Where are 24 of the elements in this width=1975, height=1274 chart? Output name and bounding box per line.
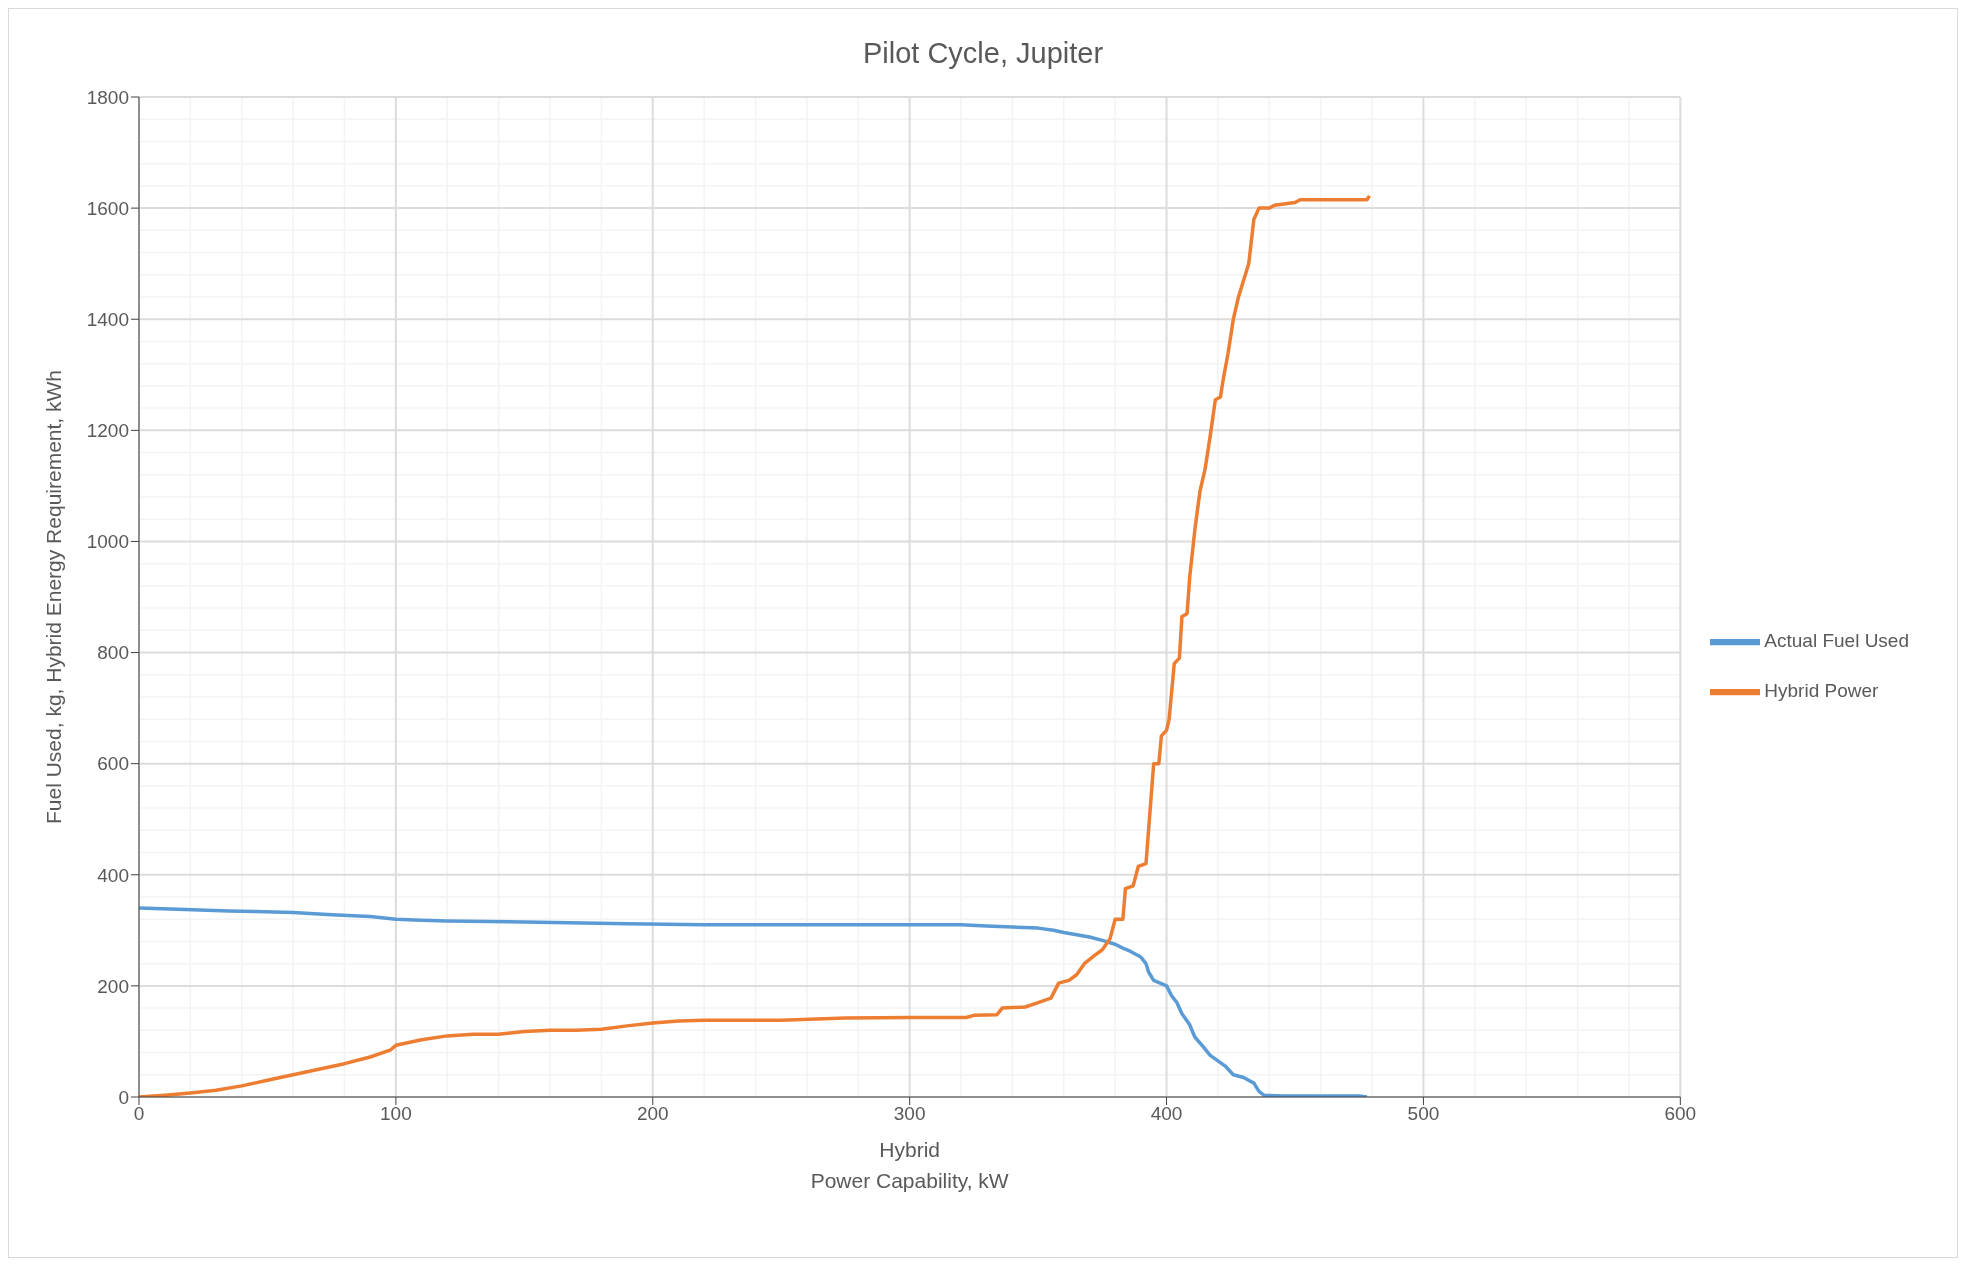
y-tick-label: 1400 [86, 308, 129, 330]
chart-title: Pilot Cycle, Jupiter [861, 36, 1105, 71]
y-tick-label: 200 [97, 975, 129, 997]
y-tick-label: 1800 [86, 86, 129, 108]
y-tick-label: 1600 [86, 197, 129, 219]
x-axis-title: Hybrid Power Capability, kW [810, 1138, 1009, 1192]
x-tick-label: 600 [1664, 1103, 1697, 1125]
x-tick-label: 200 [636, 1103, 669, 1125]
legend-label: Actual Fuel Used [1764, 630, 1909, 652]
line-series [139, 194, 1372, 1097]
x-tick-label: 100 [380, 1103, 412, 1125]
x-tick-label: 500 [1407, 1103, 1440, 1125]
legend-label: Hybrid Power [1764, 680, 1879, 702]
y-axis-title: Fuel Used, kg, Hybrid Energy Requirement, kWh [42, 369, 66, 825]
y-tick-label: 1000 [86, 531, 129, 553]
x-tick-label: 300 [893, 1103, 926, 1125]
y-tick-label: 0 [118, 1086, 129, 1108]
y-tick-label: 800 [97, 642, 129, 664]
y-tick-label: 1200 [86, 420, 129, 442]
y-tick-label: 400 [97, 864, 129, 886]
line-series [139, 906, 1369, 1097]
x-tick-label: 0 [133, 1103, 145, 1125]
y-tick-label: 600 [97, 753, 129, 775]
x-tick-label: 400 [1150, 1103, 1183, 1125]
